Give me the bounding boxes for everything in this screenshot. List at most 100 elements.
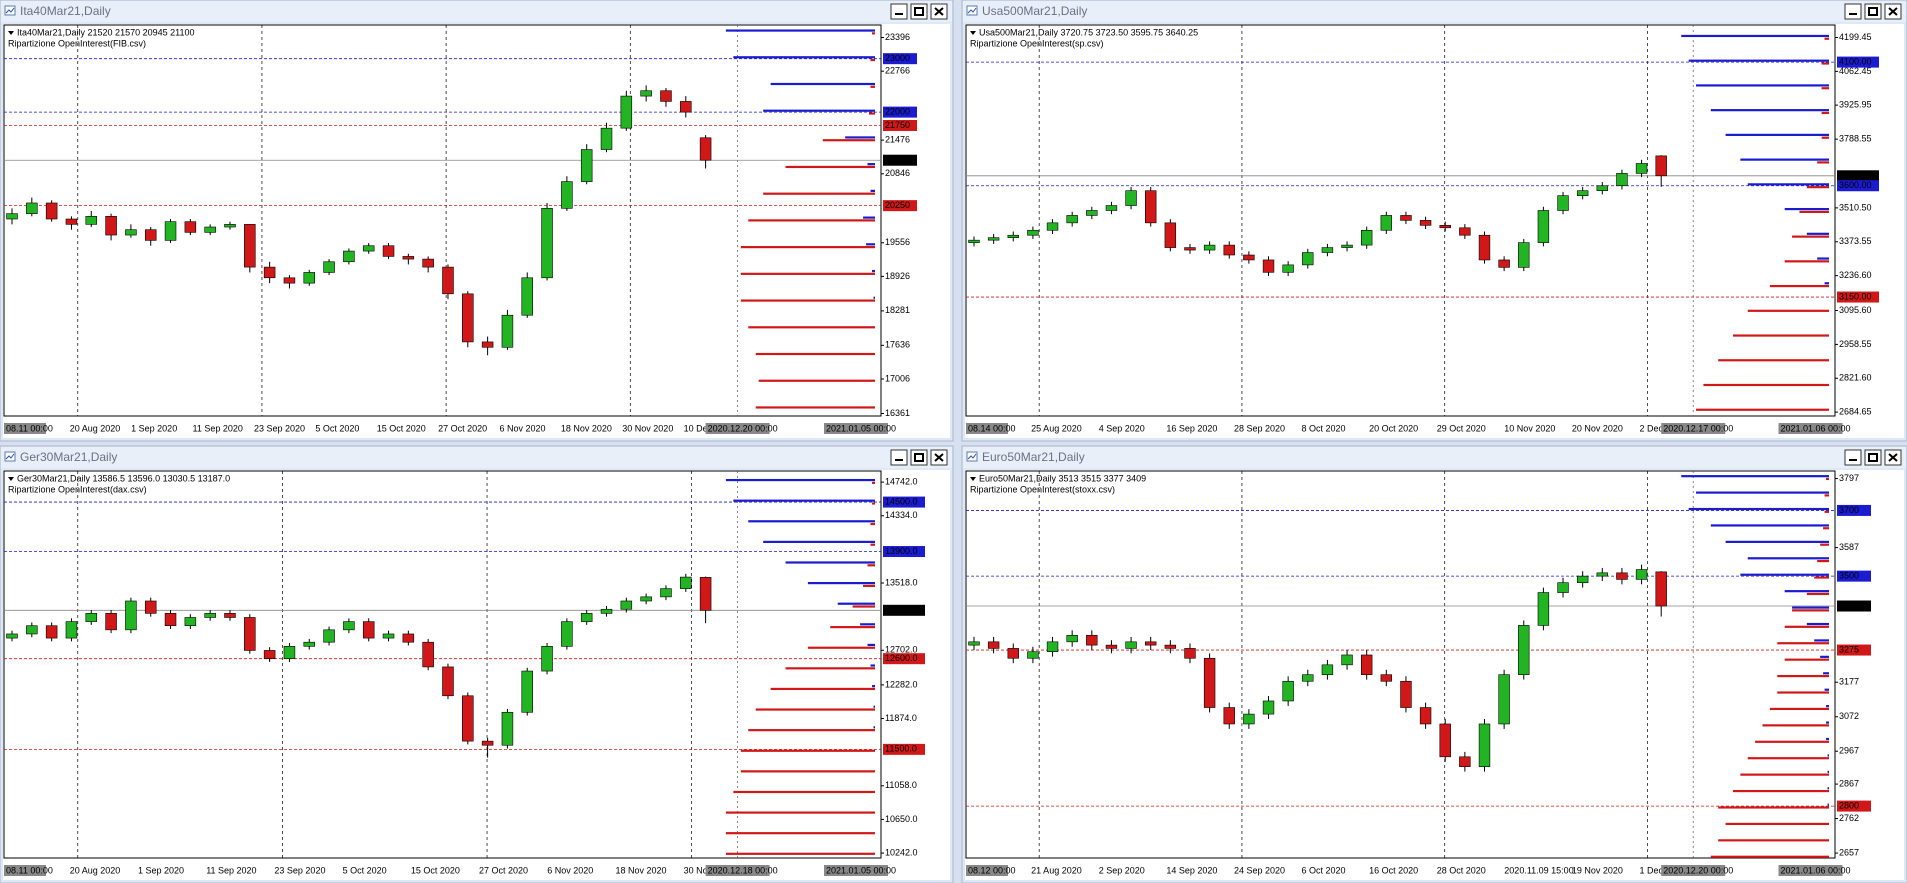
candle-body bbox=[1066, 634, 1078, 643]
candle-body bbox=[1046, 222, 1059, 231]
window-icon-line bbox=[967, 453, 977, 460]
button-glyph bbox=[934, 7, 944, 16]
price-label-box bbox=[1837, 504, 1871, 516]
call-oi-bar bbox=[872, 269, 875, 273]
candle-body bbox=[1419, 220, 1432, 226]
minimize-button[interactable] bbox=[890, 449, 908, 466]
maximize-button[interactable] bbox=[910, 449, 928, 466]
candle-body bbox=[1655, 571, 1667, 607]
close-button[interactable] bbox=[1884, 3, 1902, 20]
close-button[interactable] bbox=[930, 3, 948, 20]
maximize-button[interactable] bbox=[1864, 449, 1882, 466]
price-label-box bbox=[1837, 180, 1879, 192]
call-oi-bar bbox=[748, 520, 875, 523]
candle-body bbox=[85, 613, 98, 622]
put-oi-bar bbox=[763, 192, 875, 195]
candle-body bbox=[1164, 222, 1177, 248]
time-label: 8 Oct 2020 bbox=[1302, 423, 1346, 433]
call-oi-bar bbox=[1826, 737, 1829, 741]
time-label: 5 Oct 2020 bbox=[343, 865, 387, 875]
call-oi-bar bbox=[1740, 573, 1829, 576]
time-label: 30 Nov 2020 bbox=[622, 423, 673, 433]
close-button[interactable] bbox=[1884, 449, 1902, 466]
candle-body bbox=[1341, 654, 1353, 666]
put-oi-bar bbox=[740, 299, 875, 302]
time-label: 11 Sep 2020 bbox=[206, 865, 256, 875]
put-oi-bar bbox=[755, 352, 875, 356]
put-oi-bar bbox=[1784, 658, 1829, 661]
candle-body bbox=[442, 666, 454, 697]
minimize-button[interactable] bbox=[1844, 3, 1862, 20]
candle-body bbox=[561, 621, 573, 647]
price-label: 3409 bbox=[1839, 600, 1859, 610]
price-label: 23000 bbox=[885, 53, 910, 63]
close-button[interactable] bbox=[930, 449, 948, 466]
minimize-button[interactable] bbox=[1844, 449, 1862, 466]
y-tick-label: 3072 bbox=[1839, 711, 1859, 721]
maximize-button[interactable] bbox=[910, 3, 928, 20]
y-tick-label: 18281 bbox=[885, 305, 910, 315]
time-label: 4 Sep 2020 bbox=[1099, 423, 1145, 433]
time-label: 28 Oct 2020 bbox=[1437, 865, 1486, 875]
candle-body bbox=[402, 633, 415, 643]
candle-body bbox=[1518, 625, 1530, 675]
button-glyph bbox=[1849, 13, 1857, 15]
put-oi-bar bbox=[1732, 334, 1829, 337]
candle-body bbox=[1518, 242, 1530, 268]
put-oi-bar bbox=[740, 246, 875, 249]
put-oi-bar bbox=[725, 832, 875, 835]
time-cursor-box bbox=[1661, 423, 1726, 434]
button-face bbox=[1864, 3, 1882, 20]
maximize-button[interactable] bbox=[1864, 3, 1882, 20]
time-cursor-box bbox=[966, 865, 1008, 876]
y-tick-label: 3510.50 bbox=[1839, 202, 1872, 212]
call-oi-bar bbox=[1826, 705, 1829, 708]
indicator-name: Ripartizione OpenInterest(sp.csv) bbox=[970, 38, 1104, 48]
candle-body bbox=[1282, 680, 1294, 702]
candle-body bbox=[144, 600, 157, 614]
call-oi-bar bbox=[863, 216, 875, 219]
time-label: 2021.01.06 00:00 bbox=[1781, 865, 1851, 875]
y-tick-label: 12702.0 bbox=[885, 645, 918, 655]
put-oi-bar bbox=[1696, 408, 1829, 411]
button-glyph bbox=[934, 453, 944, 462]
candle-body bbox=[1027, 229, 1039, 236]
candle-body bbox=[620, 600, 633, 610]
put-oi-bar bbox=[870, 85, 875, 88]
call-oi-bar bbox=[1747, 557, 1829, 560]
candle-body bbox=[1223, 707, 1235, 725]
time-label: 08.12 00:00 bbox=[968, 865, 1016, 875]
title-bar bbox=[963, 447, 1906, 468]
price-label: 22000 bbox=[885, 106, 910, 116]
candle-body bbox=[184, 221, 197, 233]
call-oi-bar bbox=[1688, 59, 1829, 62]
candle-body bbox=[1537, 210, 1550, 243]
chart-window: Ita40Mar21,Daily 08.11 00:00 20 Aug 2020 1 … bbox=[0, 0, 954, 442]
call-oi-bar bbox=[870, 664, 875, 667]
candle-body bbox=[422, 258, 434, 268]
candle-body bbox=[1459, 227, 1471, 236]
put-oi-bar bbox=[1725, 822, 1829, 826]
candle-body bbox=[6, 213, 18, 220]
minimize-button[interactable] bbox=[890, 3, 908, 20]
button-glyph bbox=[1888, 453, 1898, 462]
put-oi-bar bbox=[748, 219, 875, 222]
time-label: 14 Sep 2020 bbox=[1166, 865, 1217, 875]
candle-body bbox=[481, 341, 494, 348]
candle-body bbox=[1596, 572, 1608, 577]
put-oi-bar bbox=[1792, 235, 1829, 238]
put-oi-bar bbox=[1710, 855, 1829, 858]
call-oi-bar bbox=[1806, 622, 1829, 626]
candle-body bbox=[1596, 185, 1608, 191]
candle-body bbox=[640, 90, 652, 97]
title-bar bbox=[963, 1, 1906, 22]
candle-body bbox=[1046, 641, 1059, 652]
candle-body bbox=[501, 314, 514, 348]
y-tick-label: 3236.60 bbox=[1839, 270, 1872, 280]
y-tick-label: 10650.0 bbox=[885, 814, 918, 824]
candle-body bbox=[224, 613, 236, 618]
put-oi-bar bbox=[740, 770, 875, 773]
window-title: Ger30Mar21,Daily bbox=[20, 450, 117, 464]
call-oi-bar bbox=[1814, 639, 1829, 642]
